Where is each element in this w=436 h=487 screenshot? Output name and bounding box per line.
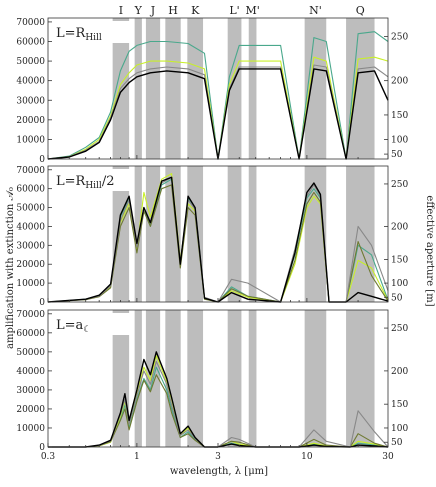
band-shade-6 — [248, 18, 257, 159]
band-shade-7 — [304, 18, 327, 159]
band-shade-8 — [346, 18, 375, 159]
band-shade-0 — [112, 166, 130, 302]
right-tick-label: 150 — [391, 111, 408, 121]
right-tick-label: 50 — [391, 293, 403, 303]
y-tick-label: 0 — [39, 443, 45, 453]
right-y-axis-label: effective aperture [m] — [424, 195, 435, 306]
y-tick-label: 50000 — [16, 348, 45, 358]
band-shade-3 — [165, 166, 181, 302]
y-tick-label: 20000 — [16, 405, 45, 415]
band-label-8: Q — [356, 4, 365, 17]
series-line-3 — [47, 68, 389, 160]
y-tick-label: 60000 — [16, 185, 45, 195]
series-line-0 — [47, 31, 389, 160]
y-tick-label: 70000 — [16, 18, 45, 28]
y-tick-label: 20000 — [16, 116, 45, 126]
right-tick-label: 150 — [391, 256, 408, 266]
band-shade-4 — [187, 18, 204, 159]
y-tick-label: 10000 — [16, 279, 45, 289]
y-tick-label: 40000 — [16, 367, 45, 377]
band-shade-5 — [227, 18, 242, 159]
y-tick-label: 60000 — [16, 38, 45, 48]
right-tick-label: 200 — [391, 222, 408, 232]
series-line-2 — [48, 374, 389, 448]
x-axis-label: wavelength, λ [μm] — [170, 466, 268, 477]
y-tick-label: 60000 — [16, 329, 45, 339]
right-tick-label: 250 — [391, 180, 408, 190]
series-line-4 — [47, 176, 389, 303]
right-tick-label: 100 — [391, 135, 408, 145]
band-label-5: L' — [229, 4, 239, 17]
y-tick-label: 10000 — [16, 135, 45, 145]
y-tick-label: 0 — [39, 155, 45, 165]
band-label-6: M' — [245, 4, 259, 17]
y-tick-label: 40000 — [16, 222, 45, 232]
y-tick-label: 0 — [39, 298, 45, 308]
band-label-2: J — [150, 4, 155, 17]
band-shade-6 — [248, 166, 257, 302]
right-tick-label: 200 — [391, 77, 408, 87]
band-shade-6 — [248, 310, 257, 447]
y-tick-label: 70000 — [16, 310, 45, 320]
y-tick-label: 40000 — [16, 77, 45, 87]
band-shade-4 — [187, 166, 204, 302]
band-label-4: K — [191, 4, 200, 17]
y-tick-label: 30000 — [16, 386, 45, 396]
x-tick-label: 3 — [215, 452, 221, 462]
band-shade-8 — [346, 310, 375, 447]
panel-a-moon: 0100002000030000400005000060000700005010… — [16, 309, 408, 462]
y-tick-label: 50000 — [16, 204, 45, 214]
right-tick-label: 150 — [391, 400, 408, 410]
right-tick-label: 100 — [391, 424, 408, 434]
panel-r-hill: 0 10000 20000 30000 40000 50000 60000 70000 50 10… — [16, 17, 408, 165]
right-tick-label: 200 — [391, 367, 408, 377]
right-tick-label: 250 — [391, 33, 408, 43]
band-shade-2 — [145, 18, 161, 159]
y-tick-label: 20000 — [16, 260, 45, 270]
band-label-7: N' — [309, 4, 322, 17]
series-line-4 — [48, 351, 389, 448]
right-tick-label: 50 — [391, 438, 403, 448]
x-tick-label: 1 — [134, 452, 140, 462]
right-tick-label: 250 — [391, 324, 408, 334]
band-shade-1 — [134, 310, 142, 447]
x-tick-label: 0.3 — [41, 452, 56, 462]
x-tick-label: 30 — [382, 452, 394, 462]
band-shade-4 — [187, 310, 204, 447]
right-tick-label: 100 — [391, 279, 408, 289]
panel-label-bg — [52, 21, 130, 43]
y-tick-label: 10000 — [16, 424, 45, 434]
band-label-0: I — [119, 4, 123, 17]
band-shade-1 — [134, 18, 142, 159]
y-tick-label: 30000 — [16, 241, 45, 251]
y-tick-label: 50000 — [16, 57, 45, 67]
band-shade-3 — [165, 310, 181, 447]
panel-r-hill-half: 0 10000 20000 30000 40000 50000 60000 70000 50 10… — [16, 165, 408, 308]
panel-label-bg — [52, 313, 130, 335]
panel-label: L=a☾ — [56, 318, 91, 335]
band-label-3: H — [168, 4, 178, 17]
band-shade-0 — [112, 310, 130, 447]
panel-label: L=RHill/2 — [56, 174, 114, 191]
panel-label: L=RHill — [56, 26, 102, 43]
y-tick-label: 70000 — [16, 166, 45, 176]
band-shade-5 — [227, 166, 242, 302]
band-labels: I Y J H K L' M' N' Q — [119, 4, 365, 17]
band-label-1: Y — [134, 4, 143, 17]
right-tick-label: 50 — [391, 150, 403, 160]
panel-label-bg — [52, 169, 130, 191]
band-shade-7 — [304, 310, 327, 447]
x-tick-label: 10 — [301, 452, 313, 462]
band-shade-3 — [165, 18, 181, 159]
left-y-axis-label: amplification with extinction 𝒜₀ — [5, 187, 16, 349]
y-tick-label: 30000 — [16, 96, 45, 106]
band-shade-5 — [227, 310, 242, 447]
series-line-3 — [48, 360, 389, 448]
band-shade-2 — [145, 166, 161, 302]
